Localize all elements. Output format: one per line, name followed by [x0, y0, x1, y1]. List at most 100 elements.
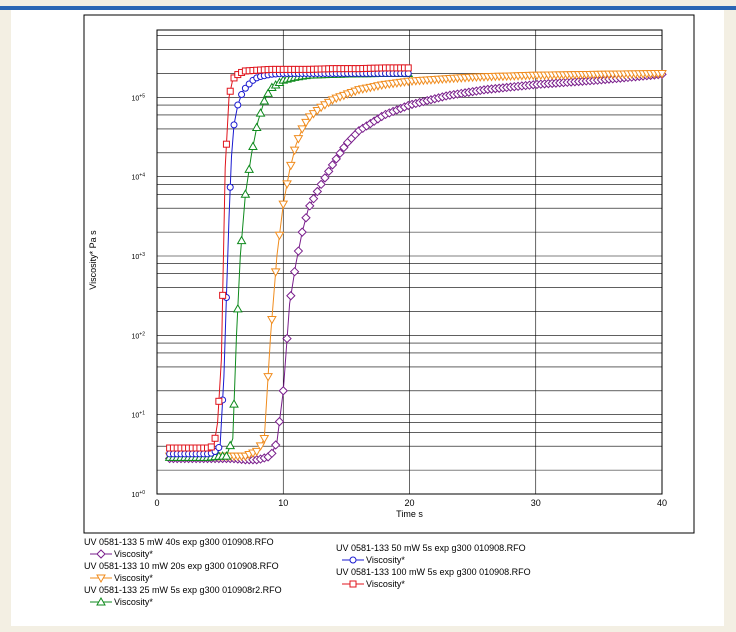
legend-file-label: UV 0581-133 100 mW 5s exp g300 010908.RF… — [336, 567, 531, 577]
data-point — [255, 442, 266, 451]
data-point — [335, 148, 345, 158]
legend-file-label: UV 0581-133 25 mW 5s exp g300 010908r2.R… — [84, 585, 282, 595]
legend-swatch — [90, 596, 112, 606]
data-point — [259, 95, 270, 105]
data-point — [226, 87, 234, 95]
window-frame-bottom — [0, 626, 736, 632]
window-frame-left — [0, 10, 11, 632]
data-point — [219, 291, 227, 299]
series-square — [166, 64, 412, 452]
data-point — [248, 141, 258, 150]
data-point — [305, 201, 315, 211]
window-frame-right — [724, 10, 736, 632]
legend-entry-100mw: UV 0581-133 100 mW 5s exp g300 010908.RF… — [336, 566, 531, 590]
data-point — [270, 440, 281, 450]
data-point — [274, 231, 285, 241]
data-point — [289, 146, 300, 156]
data-point — [293, 246, 304, 256]
data-point — [241, 84, 249, 92]
data-point — [234, 101, 242, 109]
legend-diamond-marker — [88, 548, 114, 560]
data-point — [285, 161, 296, 171]
legend-swatch — [90, 574, 112, 584]
data-point — [323, 166, 334, 177]
data-point — [229, 399, 239, 408]
legend-swatch — [342, 580, 364, 588]
x-axis-title: Time s — [396, 509, 423, 519]
data-point — [207, 443, 215, 451]
data-point — [331, 154, 341, 164]
data-point — [251, 122, 262, 132]
chart-frame — [83, 14, 695, 534]
legend-entry-5mw: UV 0581-133 5 mW 40s exp g300 010908.RFO… — [84, 536, 274, 560]
data-point — [222, 140, 230, 148]
legend-point — [96, 574, 106, 584]
data-point — [236, 235, 247, 245]
data-point — [226, 183, 234, 191]
data-point — [404, 64, 412, 72]
legend-point — [349, 556, 357, 564]
data-point — [308, 110, 319, 119]
y-tick-label: 10+2 — [132, 331, 146, 340]
legend-entry-50mw: UV 0581-133 50 mW 5s exp g300 010908.RFO… — [336, 542, 526, 566]
legend-series-label: Viscosity* — [114, 549, 153, 559]
legend-file-label: UV 0581-133 50 mW 5s exp g300 010908.RFO — [336, 543, 526, 553]
data-point — [263, 88, 273, 97]
y-tick-label: 10+5 — [132, 93, 146, 102]
data-point — [282, 180, 292, 189]
data-point — [270, 268, 281, 277]
y-tick-label: 10+0 — [132, 490, 146, 499]
data-point — [304, 113, 315, 122]
data-point — [316, 179, 326, 190]
window-frame-top — [0, 0, 736, 6]
legend-series-label: Viscosity* — [114, 573, 153, 583]
data-point — [240, 189, 251, 198]
legend-square-marker — [340, 578, 366, 590]
data-point — [244, 164, 255, 173]
data-point — [255, 108, 266, 117]
legend-series-label: Viscosity* — [366, 579, 405, 589]
legend-series-label: Viscosity* — [114, 597, 153, 607]
data-point — [232, 303, 243, 313]
data-point — [657, 69, 667, 79]
y-axis-title: Viscosity* Pa s — [88, 230, 98, 290]
data-point — [312, 186, 323, 197]
y-tick-label: 10+3 — [132, 252, 146, 261]
legend-entry-10mw: UV 0581-133 10 mW 20s exp g300 010908.RF… — [84, 560, 279, 584]
data-point — [278, 200, 289, 210]
data-point — [312, 106, 323, 116]
data-point — [259, 435, 270, 444]
x-tick-label: 40 — [657, 498, 667, 508]
x-tick-label: 10 — [278, 498, 288, 508]
legend-file-label: UV 0581-133 10 mW 20s exp g300 010908.RF… — [84, 561, 279, 571]
data-point — [301, 118, 311, 128]
x-tick-label: 0 — [154, 498, 159, 508]
y-tick-label: 10+1 — [132, 411, 146, 420]
data-point — [238, 91, 246, 99]
data-point — [225, 440, 236, 450]
legend-point — [96, 549, 106, 559]
data-point — [215, 444, 223, 452]
grid-lines — [156, 30, 663, 495]
data-point — [215, 397, 223, 405]
data-point — [278, 386, 288, 396]
legend-swatch — [342, 556, 364, 564]
data-point — [211, 434, 219, 442]
legend-point — [349, 580, 357, 588]
data-point — [293, 135, 304, 144]
legend-file-label: UV 0581-133 5 mW 40s exp g300 010908.RFO — [84, 537, 274, 547]
data-point — [327, 160, 338, 170]
data-point — [297, 227, 307, 237]
data-point — [251, 447, 262, 457]
legend-circle-marker — [340, 554, 366, 566]
data-point — [263, 373, 273, 382]
legend-triangle-up-marker — [88, 596, 114, 608]
legend-series-label: Viscosity* — [366, 555, 405, 565]
data-point — [286, 291, 296, 301]
data-point — [297, 125, 308, 134]
data-point — [282, 333, 292, 344]
series-diamond — [164, 69, 667, 465]
legend-entry-25mw: UV 0581-133 25 mW 5s exp g300 010908r2.R… — [84, 584, 282, 608]
data-point — [289, 266, 300, 277]
